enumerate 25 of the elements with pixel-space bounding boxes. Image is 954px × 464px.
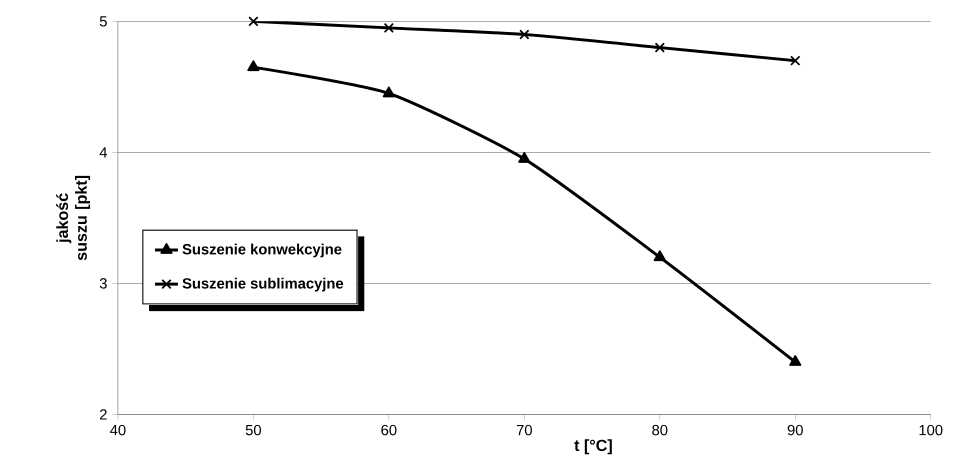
- legend-label: Suszenie sublimacyjne: [182, 278, 344, 292]
- y-tick-label: 3: [100, 278, 107, 289]
- point: [384, 22, 394, 34]
- point: [248, 16, 259, 27]
- y-tick-label: 4: [100, 147, 108, 158]
- y-tick-label: 2: [100, 409, 107, 420]
- point: [790, 56, 800, 66]
- x-tick-label: 80: [652, 424, 668, 436]
- y-tick-label: 5: [100, 16, 107, 27]
- point: [654, 250, 666, 262]
- x-tick-label: 50: [246, 424, 261, 436]
- x-tick-label: 90: [788, 424, 803, 436]
- point: [789, 355, 802, 366]
- x-tick-label: 100: [920, 424, 942, 436]
- y-axis-title: jakość suszu [pkt]: [56, 176, 90, 260]
- point: [518, 152, 530, 163]
- point: [654, 42, 665, 53]
- point: [519, 29, 530, 40]
- x-tick-label: 60: [381, 424, 396, 436]
- point: [382, 86, 395, 98]
- x-tick-label: 70: [516, 424, 532, 436]
- x-axis-title: t [°C]: [574, 439, 612, 454]
- x-tick-label: 40: [110, 424, 126, 436]
- point: [247, 60, 260, 72]
- legend-label: Suszenie konwekcyjne: [182, 244, 342, 258]
